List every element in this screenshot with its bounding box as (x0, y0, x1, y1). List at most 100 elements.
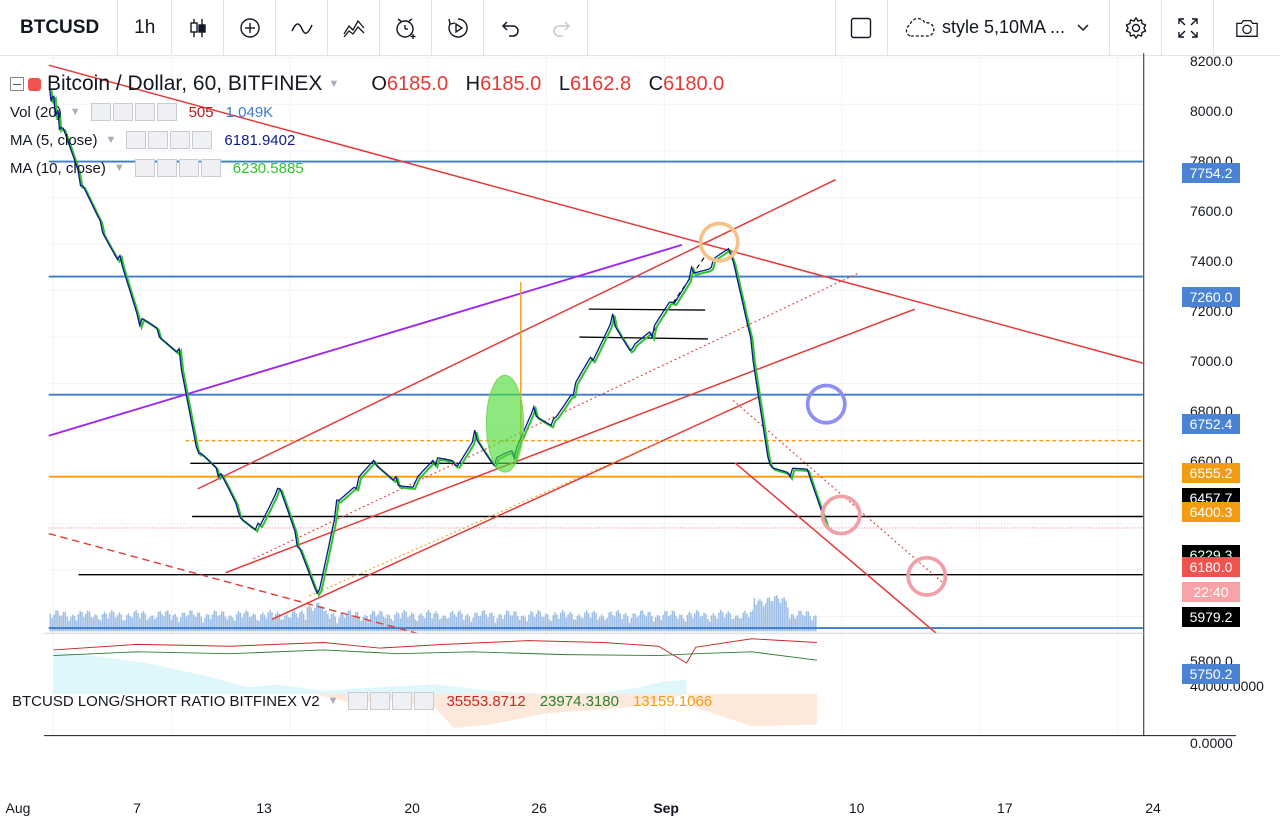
close-icon[interactable] (192, 131, 213, 149)
chevron-down-icon[interactable]: ▼ (113, 162, 125, 174)
chevron-down-icon[interactable]: ▼ (327, 695, 339, 707)
volume-bar (165, 611, 167, 632)
volume-bar (185, 616, 188, 632)
gear-icon[interactable] (112, 103, 133, 121)
volume-bar (608, 612, 610, 632)
replay-button[interactable] (432, 0, 485, 56)
volume-bar (60, 615, 63, 632)
eye-icon[interactable] (348, 692, 369, 710)
volume-bar (310, 607, 312, 632)
settings-button[interactable] (1110, 0, 1162, 56)
volume-bar (621, 618, 623, 632)
chevron-down-icon[interactable]: ▼ (69, 106, 81, 118)
snapshot-button[interactable] (1214, 0, 1280, 56)
volume-bar (599, 616, 601, 632)
volume-bar (390, 618, 392, 632)
gear-icon[interactable] (156, 159, 177, 177)
symbol-search-button[interactable]: BTCUSD (0, 0, 119, 56)
volume-bar (647, 612, 649, 632)
volume-bar (794, 618, 797, 632)
volume-bar (457, 611, 459, 632)
alert-button[interactable] (380, 0, 433, 56)
volume-bar (759, 598, 761, 632)
volume-bar (219, 614, 221, 632)
volume-bar (189, 610, 191, 632)
volume-bar (517, 616, 519, 632)
volume-bar (166, 610, 169, 632)
volume-bar (628, 622, 631, 632)
volume-bar (319, 605, 322, 632)
close-icon[interactable] (156, 103, 177, 121)
eye-icon[interactable] (90, 103, 111, 121)
price-label: 7260.0 (1182, 287, 1240, 307)
chevron-down-icon[interactable]: ▼ (328, 78, 340, 90)
gear-icon[interactable] (148, 131, 169, 149)
volume-bar (643, 614, 646, 632)
volume-bar (148, 617, 150, 632)
volume-bar (697, 611, 700, 632)
volume-bar (749, 611, 752, 632)
volume-bar (394, 614, 396, 632)
gear-icon[interactable] (370, 692, 391, 710)
collapse-legend-button[interactable] (10, 77, 24, 91)
close-icon[interactable] (200, 159, 221, 177)
compare-button[interactable] (276, 0, 329, 56)
eye-icon[interactable] (126, 131, 147, 149)
volume-bar (580, 616, 582, 632)
eye-icon[interactable] (134, 159, 155, 177)
layout-style-dropdown[interactable]: style 5,10MA ... (886, 0, 1110, 56)
volume-bar (170, 619, 173, 632)
undo-button[interactable] (484, 0, 536, 56)
x-tick-label: 20 (404, 800, 420, 816)
volume-bar (546, 614, 549, 632)
select-box-button[interactable] (834, 0, 887, 56)
volume-bar (712, 613, 715, 632)
plus-icon[interactable] (170, 131, 191, 149)
volume-bar (742, 612, 744, 632)
volume-bar (461, 613, 463, 632)
green-highlight-ellipse (485, 374, 525, 473)
price-chart-svg[interactable] (0, 0, 1280, 771)
volume-bar (254, 614, 256, 632)
volume-bar (353, 616, 355, 632)
volume-bar (489, 613, 491, 632)
redo-button[interactable] (536, 0, 589, 56)
volume-bar (438, 619, 441, 632)
volume-bar (787, 607, 789, 632)
volume-bar (261, 612, 264, 632)
legend-vol-row: Vol (20) ▼ 505 1.049K (10, 98, 736, 126)
volume-bar (137, 612, 139, 632)
volume-bar (334, 616, 337, 632)
volume-bar (653, 621, 655, 632)
fullscreen-button[interactable] (1162, 0, 1214, 56)
volume-bar (62, 611, 65, 632)
volume-bar (399, 618, 402, 632)
plus-icon[interactable] (392, 692, 413, 710)
volume-bar (321, 606, 324, 632)
indicators-button[interactable] (224, 0, 277, 56)
volume-bar (144, 613, 147, 632)
volume-bar (111, 609, 113, 632)
volume-bar (660, 620, 662, 632)
x-tick-label: 7 (133, 800, 141, 816)
volume-bar (230, 615, 232, 632)
volume-bar (369, 614, 372, 632)
vol-name: Vol (20) (10, 103, 62, 121)
volume-bar (224, 616, 227, 632)
interval-button[interactable]: 1h (118, 0, 173, 56)
chevron-down-icon[interactable]: ▼ (105, 134, 117, 146)
y-tick-label: 8200.0 (1190, 53, 1233, 69)
volume-bar (343, 617, 346, 632)
candles-style-button[interactable] (172, 0, 225, 56)
volume-bar (414, 619, 417, 632)
plus-icon[interactable] (134, 103, 155, 121)
volume-bar (152, 615, 154, 632)
volume-bar (755, 604, 757, 632)
cloud-icon (905, 17, 935, 37)
templates-button[interactable] (328, 0, 381, 56)
volume-bar (625, 612, 627, 632)
plus-icon[interactable] (178, 159, 199, 177)
volume-bar (289, 617, 292, 632)
close-icon[interactable] (414, 692, 435, 710)
